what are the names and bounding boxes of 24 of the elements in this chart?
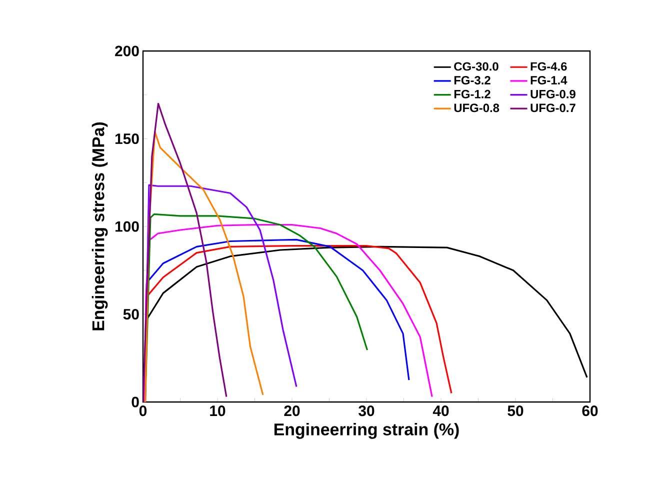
x-tick-label: 40	[432, 406, 449, 416]
y-tick-label: 200	[115, 46, 139, 56]
legend-label: CG-30.0	[454, 62, 498, 71]
x-tick-label: 50	[508, 406, 524, 416]
y-axis-title: Engineerring stress (MPa)	[92, 122, 108, 330]
legend-label: FG-1.2	[454, 90, 490, 98]
y-tick-label: 100	[115, 221, 139, 232]
y-tick-label: 50	[123, 308, 139, 320]
legend-label: UFG-0.8	[454, 104, 500, 112]
x-tick-label: 20	[284, 406, 300, 416]
legend-label: UFG-0.7	[530, 104, 576, 112]
x-tick-label: 60	[582, 406, 598, 416]
line-series	[143, 102, 228, 402]
y-tick-label: 150	[115, 133, 139, 144]
legend-label: UFG-0.9	[530, 90, 576, 98]
x-axis-title: Engineerring strain (%)	[274, 422, 459, 439]
legend-label: FG-1.4	[530, 76, 568, 84]
legend-label: FG-3.2	[454, 76, 490, 85]
x-tick-label: 30	[358, 406, 374, 416]
x-tick-label: 0	[139, 406, 147, 416]
y-tick-label: 0	[132, 396, 139, 408]
legend-label: FG-4.6	[530, 62, 567, 71]
x-tick-label: 10	[210, 406, 226, 416]
line-series	[144, 130, 264, 402]
